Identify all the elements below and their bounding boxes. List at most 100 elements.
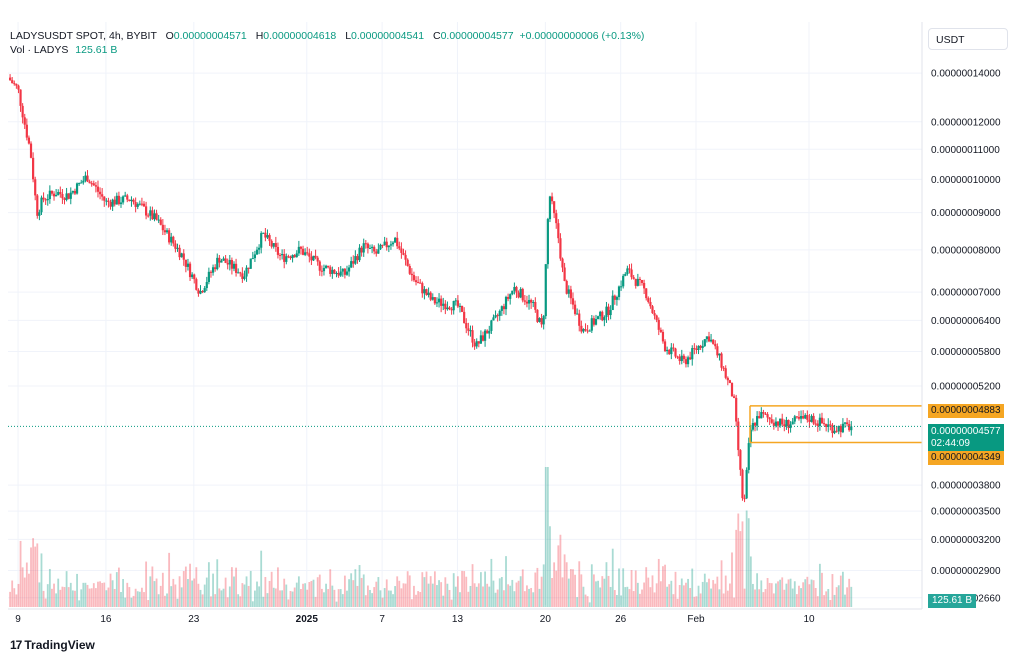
candle-body [222, 258, 225, 261]
candle-body [320, 270, 323, 272]
volume-bar [423, 577, 426, 607]
volume-bar [762, 592, 765, 607]
volume-bar [310, 580, 313, 607]
volume-bar [452, 573, 455, 607]
volume-bar [247, 585, 250, 607]
volume-value: 125.61 B [75, 44, 118, 56]
current-price-tag: 0.00000004577 02:44:09 [928, 424, 1004, 454]
candle-body [199, 291, 202, 294]
candle-body [779, 418, 782, 426]
volume-bar [691, 568, 694, 607]
volume-bar [362, 574, 365, 607]
volume-bar [601, 576, 604, 607]
volume-bar [425, 571, 428, 607]
candle-body [496, 315, 499, 317]
volume-bar [775, 583, 777, 607]
volume-bar [341, 594, 344, 607]
candle-body [483, 330, 487, 341]
symbol-title[interactable]: LADYSUSDT SPOT, 4h, BYBIT [10, 30, 157, 42]
volume-bar [375, 581, 378, 607]
candle-body [71, 190, 74, 193]
volume-bar [325, 583, 327, 607]
candle-body [670, 347, 673, 355]
volume-bar [766, 578, 769, 607]
open-value: 0.00000004571 [173, 30, 247, 42]
volume-bar [335, 601, 338, 607]
x-tick-label: 2025 [296, 614, 319, 625]
volume-bar [505, 556, 507, 607]
candle-body [423, 289, 426, 294]
volume-bar [850, 586, 853, 607]
volume-bar [605, 562, 608, 607]
volume-bar [448, 589, 451, 607]
volume-legend: Vol · LADYS 125.61 B [10, 44, 117, 56]
candle-body [180, 253, 183, 258]
candle-body [833, 430, 836, 434]
volume-bar [810, 579, 813, 607]
volume-bar [695, 596, 698, 607]
volume-bar [258, 586, 260, 607]
candle-body [101, 194, 104, 197]
volume-bar [800, 588, 802, 607]
volume-bar [722, 593, 725, 607]
volume-bar [304, 583, 307, 607]
volume-bar [189, 563, 191, 607]
candle-body [237, 272, 240, 274]
volume-bar [216, 559, 219, 607]
volume-bar [630, 570, 633, 607]
candle-body [249, 258, 252, 269]
volume-bar [115, 572, 118, 607]
price-axis[interactable]: 0.00000014000 0.00000012000 0.00000011000 0… [921, 22, 1001, 609]
candle-body [789, 424, 792, 429]
candle-body [437, 298, 441, 303]
volume-bar [565, 562, 568, 607]
candle-body [13, 83, 16, 85]
candle-body [299, 246, 303, 249]
volume-bar [46, 584, 49, 607]
volume-label[interactable]: Vol · LADYS [10, 44, 69, 56]
candle-body [565, 280, 568, 294]
volume-bar [825, 591, 828, 607]
volume-bar [795, 594, 798, 607]
candle-body [615, 297, 619, 300]
candle-body [433, 297, 436, 304]
candle-body [339, 271, 342, 276]
currency-unit-button[interactable]: USDT [928, 28, 1008, 50]
candle-body [701, 346, 704, 348]
candle-body [331, 269, 334, 274]
volume-bar [538, 588, 541, 607]
volume-bar [155, 578, 158, 607]
volume-bar [369, 589, 371, 607]
candle-body [42, 197, 45, 200]
candle-body [333, 269, 336, 274]
candle-body [540, 318, 543, 325]
candle-body [613, 295, 616, 300]
volume-bar [84, 582, 87, 607]
candle-body [318, 261, 321, 271]
candle-body [278, 254, 282, 256]
candle-body [138, 203, 141, 205]
volume-bar [469, 585, 472, 607]
volume-bar [419, 592, 422, 607]
volume-bar [787, 579, 790, 607]
candle-body [712, 339, 715, 344]
candle-body [699, 345, 702, 348]
volume-bar [316, 577, 319, 607]
candle-body [391, 242, 395, 245]
candle-body [65, 193, 68, 200]
volume-bar [519, 576, 522, 607]
volume-bar [785, 583, 788, 607]
close-value: 0.00000004577 [440, 30, 514, 42]
candle-body [490, 320, 493, 331]
candle-body [105, 200, 108, 202]
tradingview-logo[interactable]: 17 TradingView [10, 638, 95, 652]
volume-bar [484, 571, 486, 607]
candle-body [69, 192, 72, 199]
candle-body [119, 202, 123, 205]
candle-body [293, 255, 296, 258]
candle-body [358, 247, 361, 261]
candle-body [272, 243, 275, 247]
candle-body [94, 185, 97, 187]
time-axis[interactable]: 9 16 23 2025 7 13 20 26 Feb 10 [8, 608, 922, 625]
